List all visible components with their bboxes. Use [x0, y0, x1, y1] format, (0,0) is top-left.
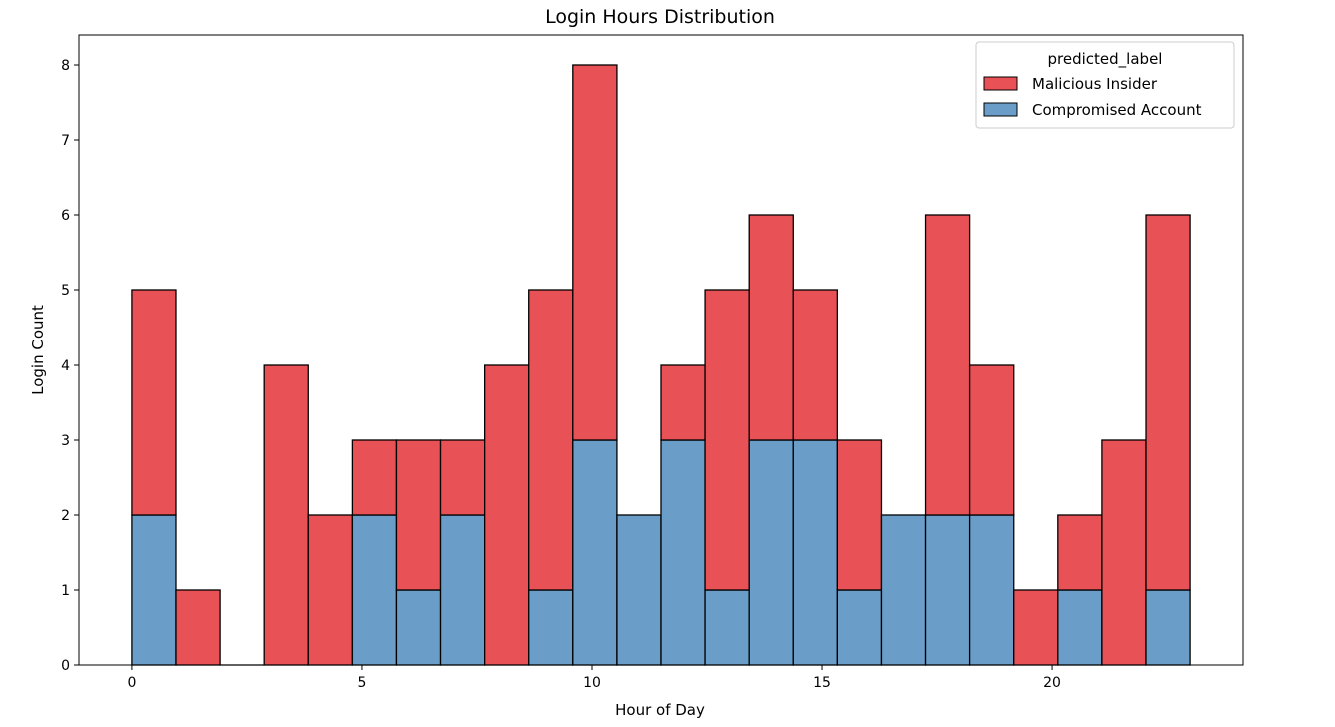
- bar-compromised-account: [351, 514, 398, 666]
- x-tick-label: 15: [813, 675, 831, 691]
- bar-malicious-insider: [748, 214, 794, 441]
- chart-title: Login Hours Distribution: [545, 6, 775, 28]
- y-tick-label: 2: [61, 508, 70, 524]
- legend: predicted_label Malicious Insider Compromi…: [975, 41, 1235, 129]
- bar-malicious-insider: [528, 289, 574, 591]
- y-tick-label: 4: [61, 358, 70, 374]
- legend-swatch: [983, 76, 1018, 91]
- bar-compromised-account: [660, 439, 706, 666]
- bar-malicious-insider: [263, 364, 309, 666]
- bar-malicious-insider: [660, 364, 706, 441]
- bar-compromised-account: [395, 589, 442, 666]
- bar-compromised-account: [439, 514, 486, 666]
- bar-malicious-insider: [836, 439, 883, 591]
- bar-malicious-insider: [351, 439, 398, 516]
- y-axis-label: Login Count: [29, 305, 47, 395]
- bar-malicious-insider: [131, 289, 177, 516]
- legend-frame: [975, 41, 1235, 129]
- bar-malicious-insider: [968, 364, 1015, 516]
- y-tick-label: 3: [61, 433, 70, 449]
- legend-swatch: [983, 102, 1018, 117]
- bar-malicious-insider: [307, 514, 354, 666]
- bars-group: [131, 64, 1191, 666]
- legend-title: predicted_label: [1048, 50, 1163, 69]
- y-tick-label: 1: [61, 583, 70, 599]
- bar-compromised-account: [528, 589, 574, 666]
- bar-malicious-insider: [792, 289, 838, 441]
- bar-compromised-account: [880, 514, 927, 666]
- bar-compromised-account: [1057, 589, 1103, 666]
- bar-malicious-insider: [704, 289, 750, 591]
- bar-malicious-insider: [439, 439, 486, 516]
- bar-compromised-account: [131, 514, 177, 666]
- legend-entry-label: Compromised Account: [1032, 101, 1202, 119]
- legend-entry-label: Malicious Insider: [1032, 75, 1158, 93]
- bar-compromised-account: [792, 439, 838, 666]
- y-tick-label: 7: [61, 133, 70, 149]
- x-tick-label: 5: [357, 675, 366, 691]
- x-tick-label: 20: [1043, 675, 1061, 691]
- bar-compromised-account: [968, 514, 1015, 666]
- y-tick-label: 5: [61, 283, 70, 299]
- bar-compromised-account: [836, 589, 883, 666]
- plot-frame: [78, 34, 1244, 666]
- bar-malicious-insider: [924, 214, 971, 516]
- x-tick-label: 0: [127, 675, 136, 691]
- bar-compromised-account: [1145, 589, 1191, 666]
- bar-malicious-insider: [1013, 589, 1059, 666]
- bar-malicious-insider: [1101, 439, 1147, 666]
- bar-compromised-account: [924, 514, 971, 666]
- y-tick-label: 6: [61, 208, 70, 224]
- x-axis-label: Hour of Day: [615, 701, 705, 719]
- bar-malicious-insider: [1057, 514, 1103, 591]
- y-tick-label: 8: [61, 58, 70, 74]
- x-tick-label: 10: [583, 675, 601, 691]
- bar-compromised-account: [572, 439, 618, 666]
- bar-malicious-insider: [572, 64, 618, 441]
- bar-malicious-insider: [1145, 214, 1191, 591]
- y-tick-label: 0: [61, 658, 70, 674]
- bar-compromised-account: [748, 439, 794, 666]
- bar-malicious-insider: [484, 364, 530, 666]
- bar-malicious-insider: [395, 439, 442, 591]
- bar-malicious-insider: [175, 589, 221, 666]
- axes-group: 0 5 10 15 20 0 1 2 3 4 5 6 7 8: [61, 58, 1061, 691]
- bar-compromised-account: [704, 589, 750, 666]
- bar-compromised-account: [616, 514, 662, 666]
